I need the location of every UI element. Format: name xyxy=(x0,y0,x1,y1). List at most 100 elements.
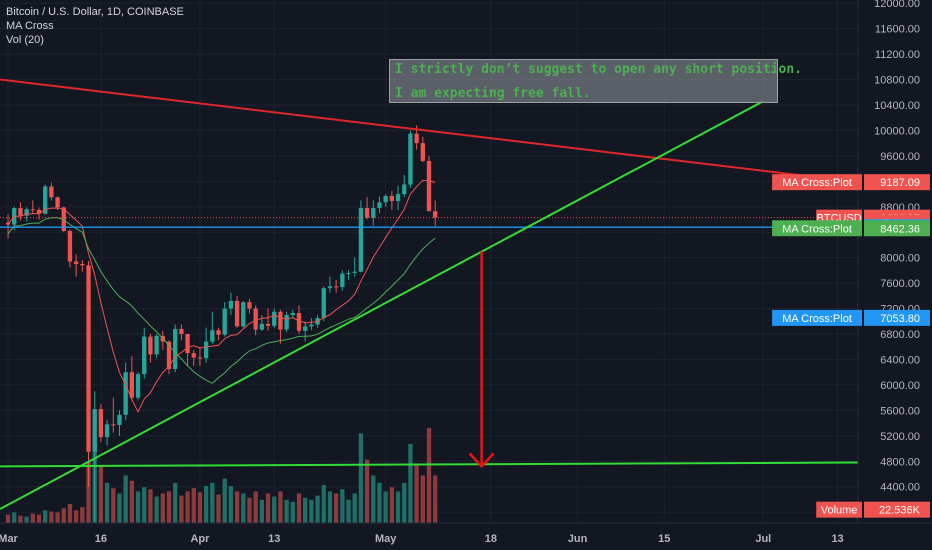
volume-bar xyxy=(129,480,135,523)
price-tag-value-bg xyxy=(864,501,930,518)
candle-body xyxy=(36,209,42,214)
volume-bar xyxy=(426,428,432,523)
candle-body xyxy=(327,286,333,289)
annotation-textbox[interactable]: I strictly don’t suggest to open any sho… xyxy=(389,59,802,103)
time-axis[interactable]: Mar 16 Apr 13 May 18 Jun 15 Jul 13 xyxy=(0,522,932,550)
candle-body xyxy=(234,300,240,327)
volume-bar xyxy=(377,482,382,523)
volume-bar xyxy=(18,515,23,523)
volume-bar xyxy=(296,493,302,523)
volume-bar xyxy=(303,497,308,523)
candlesticks xyxy=(5,125,438,522)
candle-body xyxy=(253,308,258,330)
candle-body xyxy=(241,302,246,327)
indicator-ma-cross[interactable]: MA Cross xyxy=(6,20,54,32)
price-tag-value: 9187.09 xyxy=(880,177,920,189)
price-tick-label: 5200.00 xyxy=(880,431,920,443)
candle-body xyxy=(296,313,302,331)
volume-bar xyxy=(142,487,147,523)
volume-bar xyxy=(309,499,314,523)
price-axis-bg xyxy=(858,0,932,550)
candle-body xyxy=(402,184,407,195)
time-tick-label: 16 xyxy=(95,533,107,545)
price-axis[interactable]: 4000.004400.004800.005200.005600.006000.… xyxy=(857,0,932,550)
time-tick-label: Apr xyxy=(190,533,210,545)
price-tick-label: 8000.00 xyxy=(880,253,920,265)
volume-bar xyxy=(86,461,91,523)
price-tick-label: 10400.00 xyxy=(874,100,920,112)
time-tick-label: Jul xyxy=(755,533,771,545)
volume-bar xyxy=(104,482,110,523)
candle-body xyxy=(191,353,196,358)
candle-body xyxy=(129,372,135,398)
candle-body xyxy=(228,300,234,309)
volume-bar xyxy=(395,491,401,523)
time-tick-label: 15 xyxy=(658,533,670,545)
ma-slow-line xyxy=(7,217,436,384)
volume-bar xyxy=(290,501,295,523)
volume-bar xyxy=(371,475,376,523)
horizontal-support-line xyxy=(0,461,859,468)
price-tag: 7053.80 MA Cross:Plot xyxy=(772,309,930,326)
volume-bar xyxy=(216,494,221,523)
volume-bars xyxy=(5,428,438,523)
volume-bar xyxy=(333,493,339,523)
candle-body xyxy=(371,208,376,218)
candle-body xyxy=(290,313,295,315)
volume-bar xyxy=(73,510,79,523)
price-tick-label: 4400.00 xyxy=(880,482,920,494)
candle-body xyxy=(272,311,277,326)
volume-bar xyxy=(24,516,29,523)
price-tick-label: 10000.00 xyxy=(874,125,920,137)
volume-bar xyxy=(185,491,190,523)
price-tag-value-bg xyxy=(864,174,930,191)
candle-body xyxy=(284,314,289,330)
candle-body xyxy=(30,209,35,211)
candle-body xyxy=(55,197,60,208)
candle-body xyxy=(321,288,326,319)
volume-bar xyxy=(203,486,209,523)
volume-bar xyxy=(166,491,172,523)
price-tag-name: MA Cross:Plot xyxy=(782,177,852,189)
volume-bar xyxy=(67,504,73,523)
time-tick-label: May xyxy=(375,533,397,545)
volume-bar xyxy=(36,514,42,523)
price-tick-label: 6800.00 xyxy=(880,329,920,341)
volume-bar xyxy=(173,482,178,523)
symbol-title[interactable]: Bitcoin / U.S. Dollar, 1D, COINBASE xyxy=(6,6,184,18)
volume-bar xyxy=(272,496,277,523)
time-tick-label: 13 xyxy=(831,533,843,545)
volume-bar xyxy=(364,459,370,523)
candle-body xyxy=(364,208,370,218)
volume-bar xyxy=(265,493,271,523)
volume-bar xyxy=(247,497,252,523)
candle-body xyxy=(395,194,401,202)
volume-bar xyxy=(383,491,388,523)
volume-bar xyxy=(197,492,203,523)
indicator-volume[interactable]: Vol (20) xyxy=(6,34,44,46)
volume-bar xyxy=(98,464,104,523)
volume-bar xyxy=(30,513,35,523)
ma-fast-line xyxy=(7,179,436,413)
candle-body xyxy=(259,323,265,330)
price-tick-label: 6400.00 xyxy=(880,354,920,366)
candle-body xyxy=(43,186,48,214)
candle-body xyxy=(203,341,209,359)
price-tick-label: 7600.00 xyxy=(880,278,920,290)
candle-body xyxy=(135,374,141,398)
candle-body xyxy=(5,222,11,225)
candle-body xyxy=(389,195,395,202)
candle-body xyxy=(98,409,104,438)
candle-body xyxy=(67,230,73,262)
volume-bar xyxy=(408,443,413,523)
candle-body xyxy=(117,414,122,426)
candle-body xyxy=(333,286,339,288)
volume-bar xyxy=(358,433,364,523)
candle-body xyxy=(247,302,252,309)
candle-body xyxy=(148,336,153,355)
candle-body xyxy=(383,195,388,203)
support-trendline xyxy=(0,100,764,510)
candle-body xyxy=(408,133,413,185)
price-tag-name-bg xyxy=(772,220,862,237)
